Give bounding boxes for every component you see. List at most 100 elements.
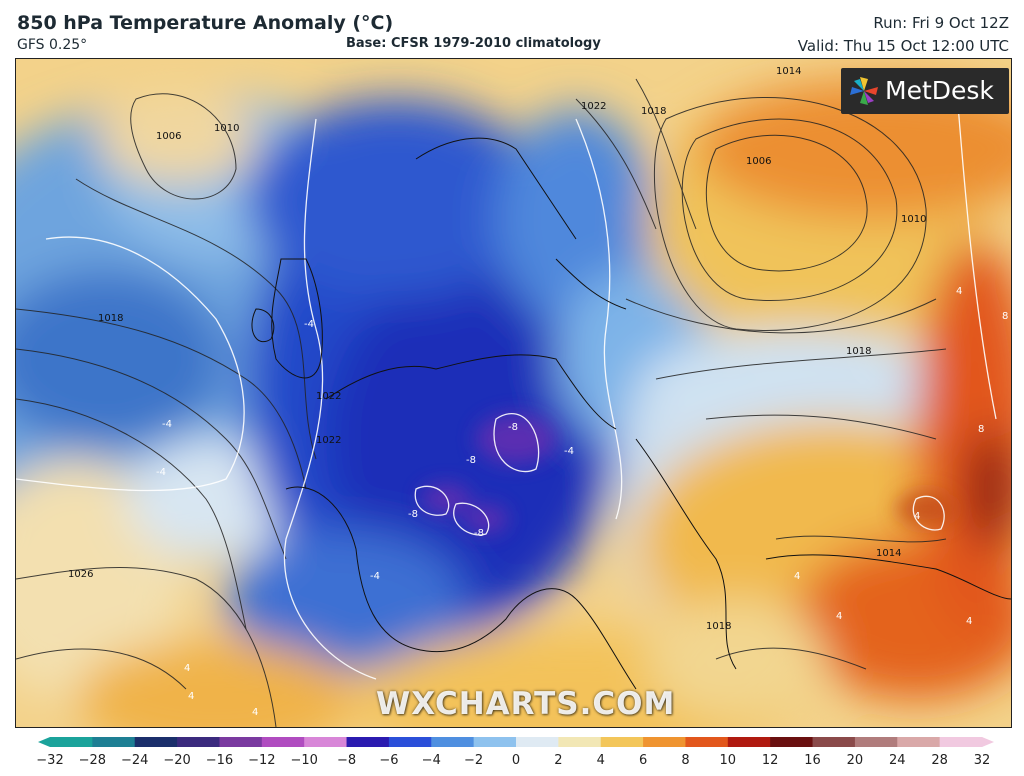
temperature-anomaly-field [16, 79, 1011, 727]
run-time-label: Run: Fri 9 Oct 12Z [873, 14, 1009, 32]
isobar-label: 1018 [98, 313, 123, 324]
anomaly-label: -4 [370, 571, 380, 582]
isobar-label: 1026 [68, 569, 93, 580]
colorbar-tick-label: −24 [121, 753, 149, 768]
isobar-label: 1014 [776, 66, 801, 77]
colorbar-tick-label: 8 [681, 753, 690, 768]
anomaly-label: 8 [978, 424, 984, 435]
colorbar-segment [854, 737, 898, 747]
colorbar-right-arrow [982, 737, 994, 747]
colorbar-segment [388, 737, 432, 747]
anomaly-label: -8 [466, 455, 476, 466]
colorbar-tick-label: 4 [596, 753, 605, 768]
anomaly-label: -8 [508, 422, 518, 433]
colorbar-segment [812, 737, 856, 747]
colorbar-tick-label: 2 [554, 753, 563, 768]
coastlines [251, 137, 1011, 690]
colorbar-tick-label: −32 [36, 753, 64, 768]
anomaly-label: 4 [836, 611, 842, 622]
isobar-label: 1018 [706, 621, 731, 632]
colorbar-segment [219, 737, 263, 747]
anomaly-detail-field [421, 414, 956, 533]
anomaly-label: 4 [966, 616, 972, 627]
colorbar-segment [50, 737, 93, 747]
colorbar-tick-label: −16 [205, 753, 234, 768]
isobar-label: 1010 [214, 123, 239, 134]
isobar-label: 1018 [846, 346, 871, 357]
isobar-label: 1018 [641, 106, 666, 117]
wxcharts-watermark: WXCHARTS.COM [376, 686, 676, 722]
colorbar-segment [92, 737, 136, 747]
colorbar-segment [727, 737, 771, 747]
isobar-label: 1014 [876, 548, 901, 559]
colorbar-segment [897, 737, 941, 747]
colorbar-segment [261, 737, 305, 747]
colorbar-tick-label: 32 [973, 753, 991, 768]
colorbar [38, 737, 994, 747]
colorbar-tick-label: −6 [379, 753, 399, 768]
colorbar-tick-label: 12 [761, 753, 779, 768]
colorbar-tick-label: −2 [464, 753, 484, 768]
anomaly-label: 4 [188, 691, 194, 702]
colorbar-segment [770, 737, 814, 747]
anomaly-label: 4 [184, 663, 190, 674]
colorbar-tick-label: 6 [638, 753, 648, 768]
anomaly-label: 8 [1002, 311, 1008, 322]
colorbar-segment [939, 737, 983, 747]
anomaly-label-group: -4 -4 -8 -8 -8 -8 -4 -4 4 4 4 4 8 8 4 4 … [156, 286, 1008, 718]
isobar-label: 1006 [746, 156, 771, 167]
isobar-label-group: 1006 1010 1018 1026 1022 1022 1018 1014 … [68, 66, 926, 632]
colorbar-segment [473, 737, 517, 747]
climatology-base-label: Base: CFSR 1979-2010 climatology [346, 36, 601, 51]
isobar-label: 1006 [156, 131, 181, 142]
anomaly-label: -4 [156, 467, 166, 478]
chart-header: 850 hPa Temperature Anomaly (°C) GFS 0.2… [0, 0, 1024, 58]
colorbar-tick-label: −8 [336, 753, 357, 768]
model-label: GFS 0.25° [17, 37, 88, 53]
colorbar-tick-label: 10 [719, 753, 737, 768]
colorbar-tick-label: −4 [421, 753, 441, 768]
colorbar-tick-label: 0 [511, 753, 521, 768]
colorbar-segment [516, 737, 559, 747]
colorbar-left-arrow [38, 737, 50, 747]
colorbar-segment [346, 737, 390, 747]
anomaly-label: -4 [304, 319, 314, 330]
colorbar-tick-label: 16 [804, 753, 821, 768]
anomaly-contours [16, 78, 997, 680]
metdesk-pinwheel-icon [850, 77, 878, 105]
isobar-label: 1022 [316, 435, 341, 446]
metdesk-logo: MetDesk [841, 68, 1009, 114]
anomaly-map: 1006 1010 1018 1026 1022 1022 1018 1014 … [15, 58, 1012, 728]
anomaly-label: 4 [794, 571, 800, 582]
anomaly-label: 4 [252, 707, 258, 718]
colorbar-segments [38, 737, 994, 747]
isobar-label: 1010 [901, 214, 926, 225]
colorbar-tick-label: 20 [846, 753, 864, 768]
colorbar-segment [600, 737, 644, 747]
colorbar-segment [643, 737, 686, 747]
anomaly-label: -8 [474, 528, 484, 539]
chart-title: 850 hPa Temperature Anomaly (°C) [17, 12, 394, 34]
colorbar-tick-label: 24 [888, 753, 906, 768]
colorbar-segment [304, 737, 348, 747]
colorbar-tick-label: 28 [931, 753, 948, 768]
valid-time-label: Valid: Thu 15 Oct 12:00 UTC [797, 37, 1009, 55]
anomaly-label: -4 [162, 419, 172, 430]
isobar-label: 1022 [581, 101, 606, 112]
anomaly-label: -4 [564, 446, 574, 457]
metdesk-logo-text: MetDesk [885, 76, 994, 105]
colorbar-segment [431, 737, 475, 747]
isobar-label: 1022 [316, 391, 341, 402]
anomaly-label: -8 [408, 509, 418, 520]
colorbar-segment [558, 737, 602, 747]
colorbar-tick-label: −10 [290, 753, 318, 768]
colorbar-tick-label: −12 [248, 753, 276, 768]
colorbar-segment [177, 737, 220, 747]
colorbar-tick-label: −20 [163, 753, 191, 768]
colorbar-segment [134, 737, 178, 747]
colorbar-tick-label: −28 [78, 753, 107, 768]
anomaly-label: 4 [956, 286, 962, 297]
anomaly-label: 4 [914, 511, 920, 522]
colorbar-segment [685, 737, 729, 747]
map-canvas: 1006 1010 1018 1026 1022 1022 1018 1014 … [16, 59, 1011, 727]
